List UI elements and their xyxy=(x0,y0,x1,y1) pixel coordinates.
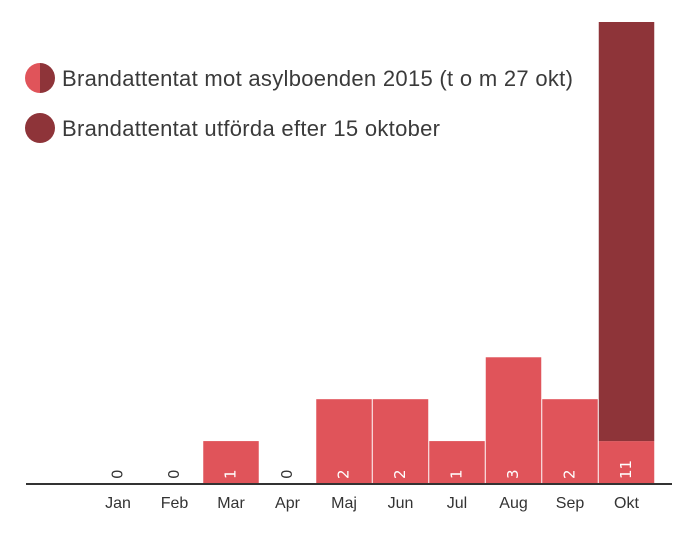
data-label-aug: 3 xyxy=(504,469,522,479)
bar-aug-series-1 xyxy=(485,357,542,483)
legend-marker-right-half-icon xyxy=(40,63,55,93)
chart-legend: Brandattentat mot asylboenden 2015 (t o … xyxy=(25,63,573,143)
x-tick-label-jan: Jan xyxy=(105,495,131,512)
x-tick-label-feb: Feb xyxy=(161,495,189,512)
x-tick-labels-group: Jan Feb Mar Apr Maj Jun Jul Aug Sep Okt xyxy=(105,495,639,512)
legend-label-series-1: Brandattentat mot asylboenden 2015 (t o … xyxy=(62,66,573,91)
data-label-feb: 0 xyxy=(165,469,183,479)
x-tick-label-jun: Jun xyxy=(388,495,414,512)
bar-okt-series-1 xyxy=(598,441,655,483)
data-label-apr: 0 xyxy=(278,469,296,479)
data-label-jul: 1 xyxy=(448,469,466,479)
x-tick-label-aug: Aug xyxy=(499,495,527,512)
bar-maj-series-1 xyxy=(316,399,372,483)
x-tick-label-apr: Apr xyxy=(275,495,301,512)
legend-marker-left-half-icon xyxy=(25,63,40,93)
bar-okt-series-2 xyxy=(598,22,655,442)
data-label-jan: 0 xyxy=(109,469,127,479)
bar-mar-series-1 xyxy=(203,441,259,483)
x-tick-label-maj: Maj xyxy=(331,495,357,512)
x-tick-label-jul: Jul xyxy=(447,495,467,512)
bar-jul-series-1 xyxy=(429,441,485,483)
data-label-okt: 11 xyxy=(617,460,635,479)
data-label-mar: 1 xyxy=(222,469,240,479)
legend-label-series-2: Brandattentat utförda efter 15 oktober xyxy=(62,116,440,141)
value-labels-group: 0 0 1 0 2 2 1 3 2 11 xyxy=(109,460,636,479)
x-tick-label-okt: Okt xyxy=(614,495,639,512)
x-tick-label-sep: Sep xyxy=(556,495,585,512)
data-label-maj: 2 xyxy=(335,469,353,479)
legend-marker-circle-icon xyxy=(25,113,55,143)
data-label-jun: 2 xyxy=(391,469,409,479)
bar-jun-series-1 xyxy=(372,399,429,483)
bars-group xyxy=(203,22,655,483)
x-tick-label-mar: Mar xyxy=(217,495,245,512)
bar-sep-series-1 xyxy=(542,399,598,483)
data-label-sep: 2 xyxy=(561,469,579,479)
